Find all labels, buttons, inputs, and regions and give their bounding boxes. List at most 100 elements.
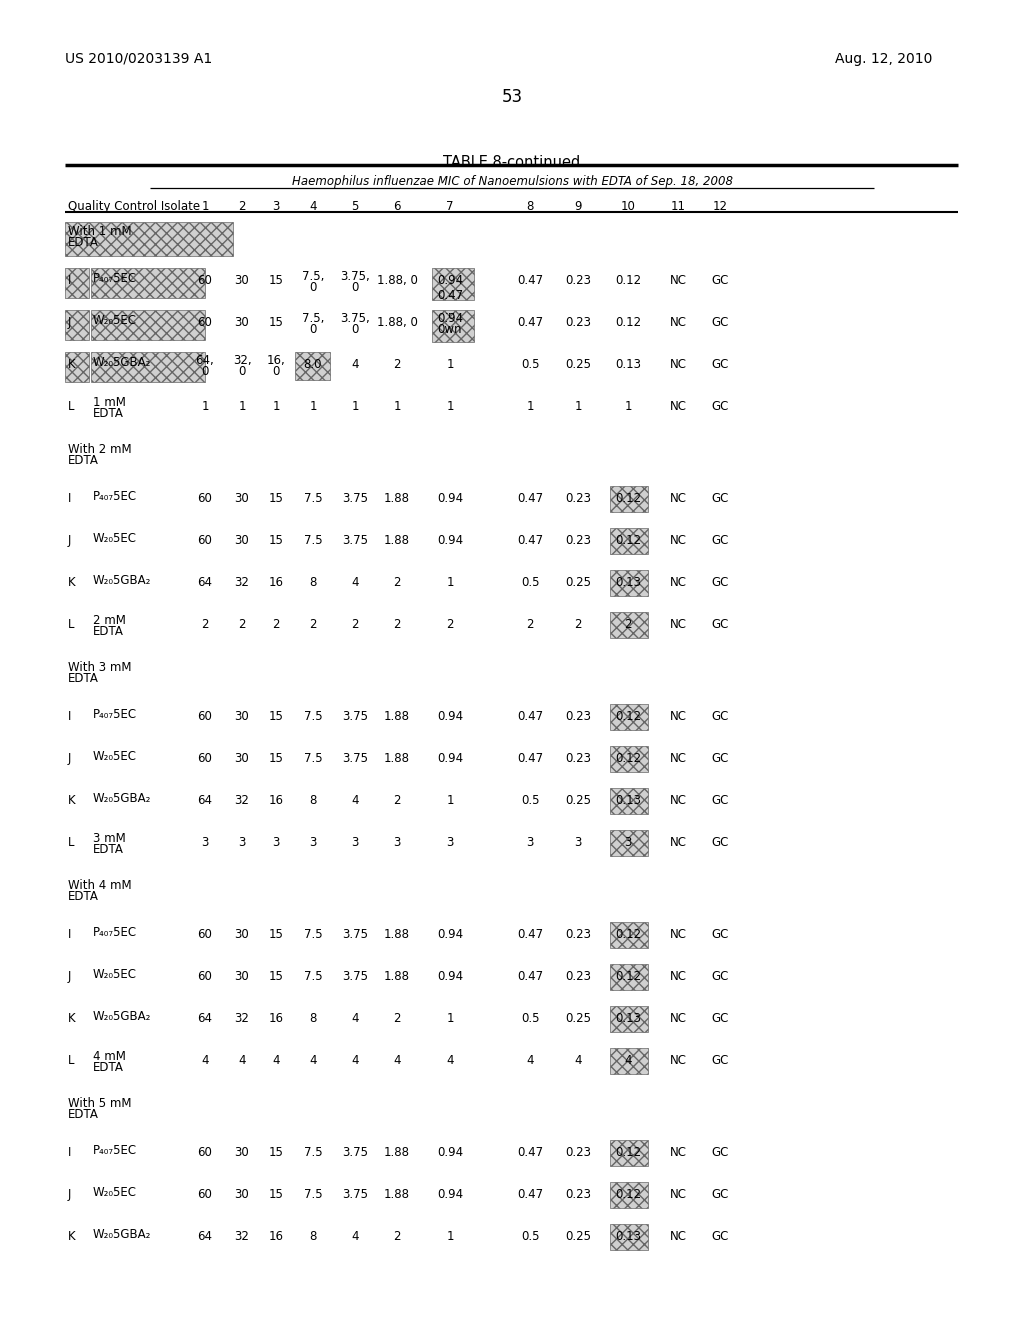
Text: 0.25: 0.25 [565,358,591,371]
Text: 3.75,: 3.75, [340,271,370,282]
Text: 0.13: 0.13 [615,1012,641,1026]
Text: 2: 2 [239,201,246,213]
Text: GC: GC [712,1053,729,1067]
Text: 4: 4 [625,1053,632,1067]
Text: 15: 15 [268,752,284,766]
Text: 8: 8 [309,1012,316,1026]
Text: 7.5: 7.5 [304,970,323,983]
Text: 1.88, 0: 1.88, 0 [377,275,418,286]
Bar [610,1181,648,1208]
Text: 4: 4 [351,795,358,807]
Text: GC: GC [712,795,729,807]
Text: 4 mM: 4 mM [93,1049,126,1063]
Text: 30: 30 [234,1146,250,1159]
Text: J: J [68,970,72,983]
Text: 4: 4 [446,1053,454,1067]
Text: 3: 3 [272,201,280,213]
Text: 0.23: 0.23 [565,275,591,286]
Text: 30: 30 [234,970,250,983]
Text: 0.5: 0.5 [521,1230,540,1243]
Text: 60: 60 [198,315,212,329]
Text: NC: NC [670,400,686,413]
Text: 3: 3 [202,836,209,849]
Text: 7.5: 7.5 [304,1146,323,1159]
Text: GC: GC [712,970,729,983]
Text: 3: 3 [272,836,280,849]
Bar [610,570,648,597]
Text: L: L [68,836,75,849]
Text: GC: GC [712,1188,729,1201]
Bar [65,310,89,341]
Text: 64: 64 [198,576,213,589]
Bar [432,310,474,342]
Text: 3.75: 3.75 [342,970,368,983]
Text: TABLE 8-continued: TABLE 8-continued [443,154,581,170]
Text: 0.94: 0.94 [437,1188,463,1201]
Text: I: I [68,275,72,286]
Text: 4: 4 [526,1053,534,1067]
Text: 0.13: 0.13 [615,358,641,371]
Text: 0.23: 0.23 [565,535,591,546]
Bar [610,486,648,512]
Text: W₂₀5EC: W₂₀5EC [93,314,137,327]
Text: NC: NC [670,752,686,766]
Text: EDTA: EDTA [93,624,124,638]
Text: 32: 32 [234,576,250,589]
Text: J: J [68,535,72,546]
Text: 15: 15 [268,315,284,329]
Text: EDTA: EDTA [68,236,99,249]
Text: 0: 0 [202,366,209,378]
Bar [610,1224,648,1250]
Text: GC: GC [712,315,729,329]
Text: 0.47: 0.47 [517,928,543,941]
Text: 0.94: 0.94 [437,1146,463,1159]
Text: GC: GC [712,836,729,849]
Text: J: J [68,752,72,766]
Text: 0.23: 0.23 [565,1188,591,1201]
Text: W₂₀5EC: W₂₀5EC [93,750,137,763]
Text: P₄₀₇5EC: P₄₀₇5EC [93,1144,137,1158]
Text: 0.94: 0.94 [437,492,463,506]
Text: 0.47: 0.47 [517,492,543,506]
Text: 0.47: 0.47 [517,315,543,329]
Bar [91,268,205,298]
Text: 7.5: 7.5 [304,1188,323,1201]
Text: 2: 2 [393,618,400,631]
Text: 8: 8 [309,1230,316,1243]
Bar [610,528,648,554]
Text: 2: 2 [393,1230,400,1243]
Text: 53: 53 [502,88,522,106]
Text: 32: 32 [234,1012,250,1026]
Text: 0.12: 0.12 [615,1146,641,1159]
Text: 3.75: 3.75 [342,535,368,546]
Text: 3.75: 3.75 [342,1146,368,1159]
Text: 16: 16 [268,1230,284,1243]
Bar [610,830,648,855]
Text: 0.23: 0.23 [565,1146,591,1159]
Text: NC: NC [670,928,686,941]
Text: EDTA: EDTA [93,1061,124,1074]
Text: 2: 2 [574,618,582,631]
Text: 0.47: 0.47 [517,752,543,766]
Text: 15: 15 [268,492,284,506]
Text: 32,: 32, [232,354,251,367]
Text: 3: 3 [393,836,400,849]
Text: GC: GC [712,576,729,589]
Text: 12: 12 [713,201,727,213]
Text: 1.88: 1.88 [384,970,410,983]
Bar [65,268,89,298]
Text: 0: 0 [239,366,246,378]
Text: 1.88: 1.88 [384,752,410,766]
Bar [610,704,648,730]
Text: 4: 4 [351,1012,358,1026]
Text: 60: 60 [198,1188,212,1201]
Text: L: L [68,618,75,631]
Text: 8.0: 8.0 [304,358,323,371]
Text: 1.88: 1.88 [384,535,410,546]
Text: 11: 11 [671,201,685,213]
Text: 0: 0 [272,366,280,378]
Text: 1: 1 [446,795,454,807]
Bar [610,612,648,638]
Text: 2 mM: 2 mM [93,614,126,627]
Text: NC: NC [670,836,686,849]
